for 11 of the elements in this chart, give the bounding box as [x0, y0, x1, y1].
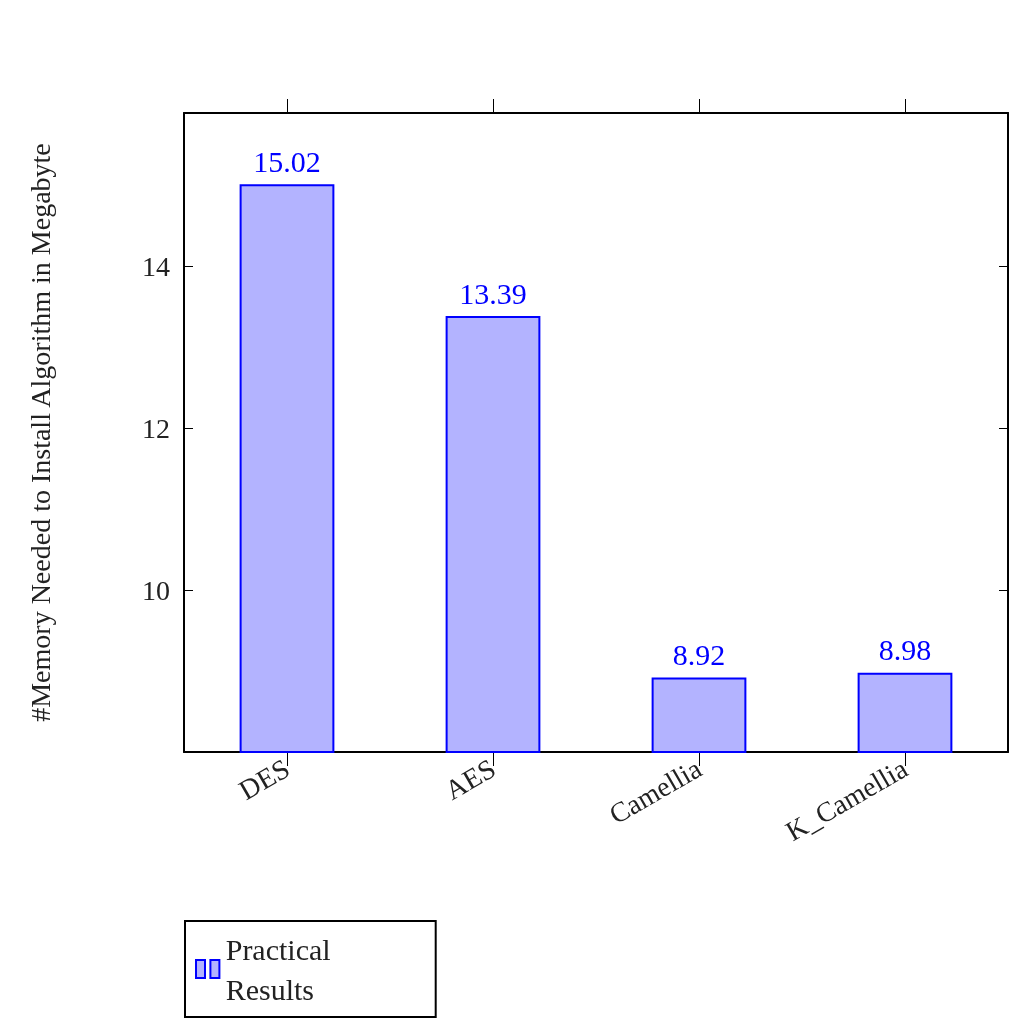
y-tick-label: 14 — [142, 251, 170, 283]
data-label: 8.92 — [672, 638, 726, 672]
data-label: 8.98 — [878, 633, 932, 667]
y-tick-label: 10 — [142, 574, 170, 606]
data-label: 13.39 — [459, 276, 527, 310]
x-tick-label: AES — [439, 752, 501, 806]
x-tick-label: DES — [233, 752, 295, 806]
y-tick-label: 12 — [142, 412, 170, 444]
legend-label: Practical Results — [225, 932, 339, 1006]
data-label: 15.02 — [253, 144, 321, 178]
y-axis-title: #Memory Needed to Install Algorithm in Megabyte — [24, 143, 56, 722]
